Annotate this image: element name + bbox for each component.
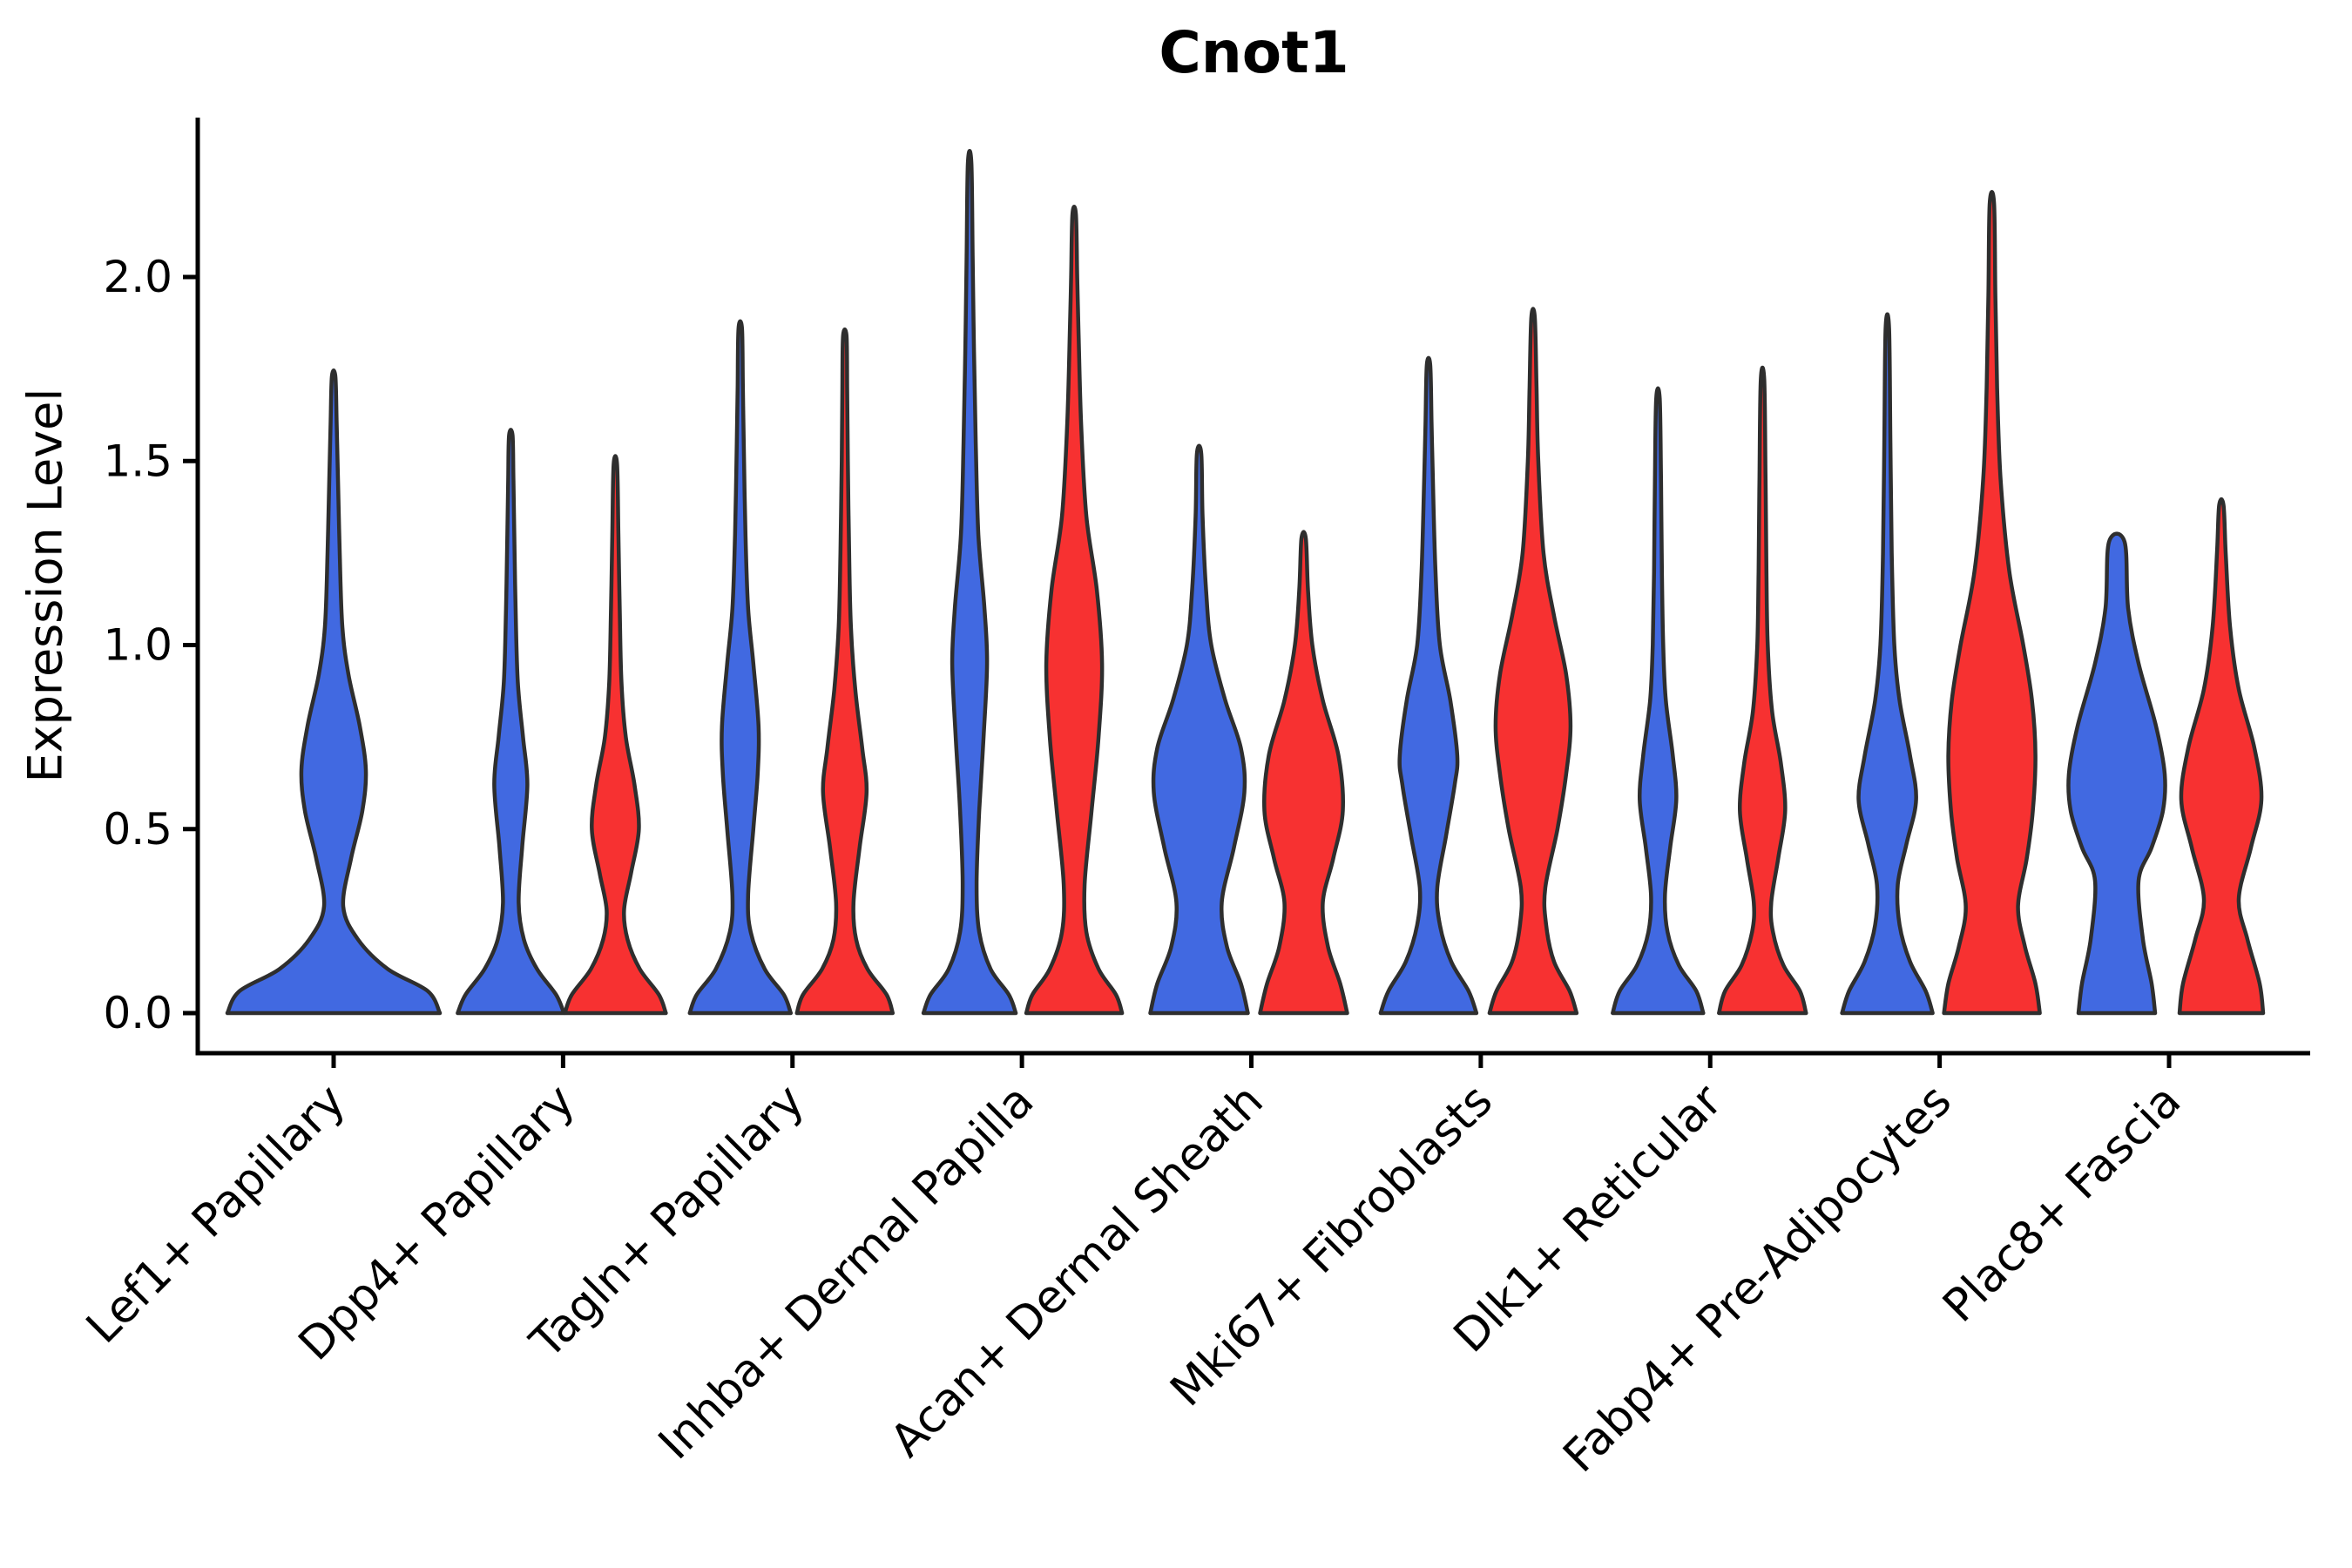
y-tick-label-1.5: 1.5: [103, 436, 172, 486]
y-tick-label-0.0: 0.0: [103, 988, 172, 1038]
x-tick-label-inhba-dermal-papilla: Inhba+ Dermal Papilla: [649, 1075, 1044, 1470]
violin-plac8-fascia-blue: [2066, 531, 2167, 1016]
violin-fabp4-pre-adipocytes-blue: [1840, 312, 1935, 1016]
x-tick-label-acan-dermal-sheath: Acan+ Dermal Sheath: [881, 1075, 1274, 1468]
violin-acan-dermal-sheath-red: [1258, 530, 1349, 1016]
y-tick-label-0.5: 0.5: [103, 804, 172, 855]
y-tick-label-1.0: 1.0: [103, 620, 172, 671]
violin-tagln-papillary-red: [794, 327, 896, 1016]
violin-fabp4-pre-adipocytes-red: [1942, 190, 2042, 1016]
violin-dlk1-reticular-red: [1717, 365, 1808, 1016]
violin-tagln-papillary-blue: [687, 319, 794, 1016]
violin-dpp4-papillary-red: [563, 454, 668, 1016]
violin-inhba-dermal-papilla-red: [1024, 204, 1125, 1016]
violin-dlk1-reticular-blue: [1611, 386, 1706, 1016]
violin-dpp4-papillary-blue: [456, 428, 566, 1016]
violin-inhba-dermal-papilla-blue: [921, 149, 1018, 1016]
violin-acan-dermal-sheath-blue: [1148, 443, 1250, 1016]
chart-title: Cnot1: [1159, 19, 1349, 86]
x-tick-label-fabp4-pre-adipocytes: Fabp4+ Pre-Adipocytes: [1554, 1075, 1962, 1483]
x-tick-label-plac8-fascia: Plac8+ Fascia: [1933, 1075, 2191, 1333]
violin-mki67-fibroblasts-red: [1487, 307, 1579, 1016]
y-tick-label-2.0: 2.0: [103, 252, 172, 302]
violin-lef1-papillary-blue: [225, 368, 443, 1016]
violin-plac8-fascia-red: [2177, 497, 2266, 1016]
violin-mki67-fibroblasts-blue: [1378, 355, 1479, 1016]
